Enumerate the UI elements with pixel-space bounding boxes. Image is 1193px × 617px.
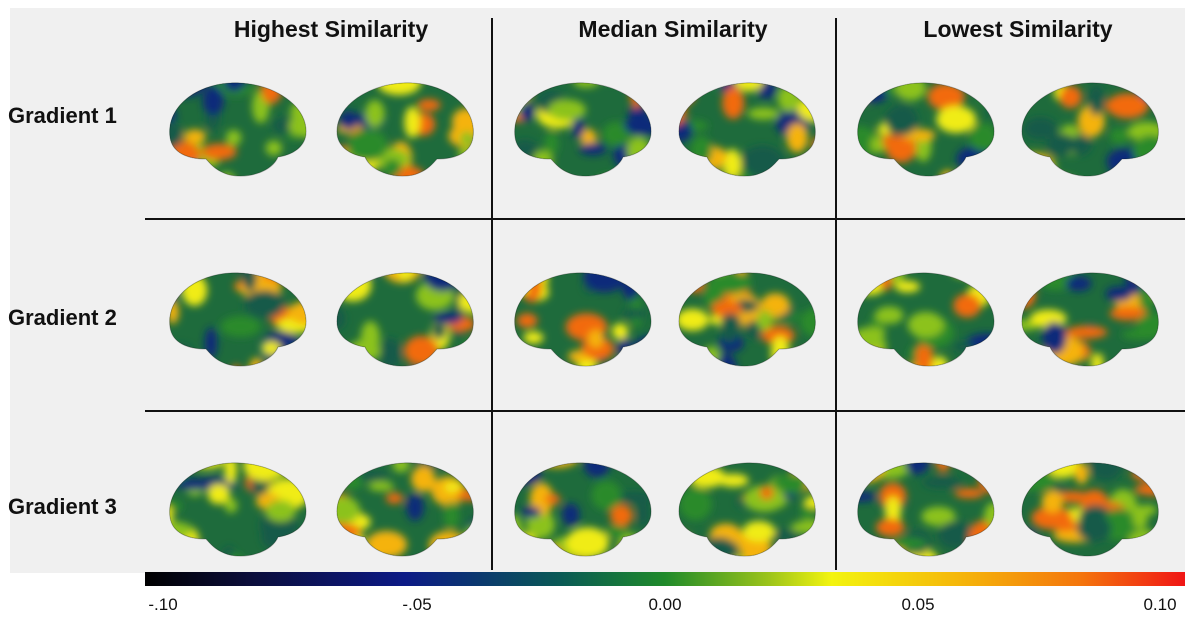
brain-surface-image <box>336 272 474 367</box>
brain-surface-image <box>514 462 652 557</box>
row-label-gradient-2: Gradient 2 <box>8 305 117 330</box>
grid-divider-vertical-1 <box>491 18 493 570</box>
colorbar <box>145 572 1185 586</box>
brain-surface-image <box>336 82 474 177</box>
colorbar-tick-label: -.10 <box>148 595 178 614</box>
grid-divider-vertical-2 <box>835 18 837 570</box>
brain-surface-image <box>1021 82 1159 177</box>
row-label-gradient-1: Gradient 1 <box>8 103 117 128</box>
brain-surface-image <box>857 462 995 557</box>
grid-divider-horizontal-1 <box>145 218 1185 220</box>
brain-surface-image <box>857 272 995 367</box>
brain-surface-image <box>1021 462 1159 557</box>
brain-surface-image <box>336 462 474 557</box>
colorbar-tick-label: 0.00 <box>648 595 682 614</box>
column-header-highest: Highest Similarity <box>233 16 429 42</box>
brain-surface-image <box>678 462 816 557</box>
brain-surface-image <box>857 82 995 177</box>
grid-divider-horizontal-2 <box>145 410 1185 412</box>
brain-surface-image <box>169 82 307 177</box>
brain-surface-image <box>678 272 816 367</box>
row-label-gradient-3: Gradient 3 <box>8 494 117 519</box>
colorbar-tick-label: -.05 <box>402 595 432 614</box>
brain-surface-image <box>169 272 307 367</box>
brain-surface-image <box>514 82 652 177</box>
colorbar-tick-label: 0.05 <box>901 595 935 614</box>
column-header-lowest: Lowest Similarity <box>923 16 1113 42</box>
brain-surface-image <box>678 82 816 177</box>
brain-surface-image <box>514 272 652 367</box>
colorbar-tick-label: 0.10 <box>1143 595 1177 614</box>
column-header-median: Median Similarity <box>578 16 768 42</box>
brain-surface-image <box>1021 272 1159 367</box>
brain-surface-image <box>169 462 307 557</box>
